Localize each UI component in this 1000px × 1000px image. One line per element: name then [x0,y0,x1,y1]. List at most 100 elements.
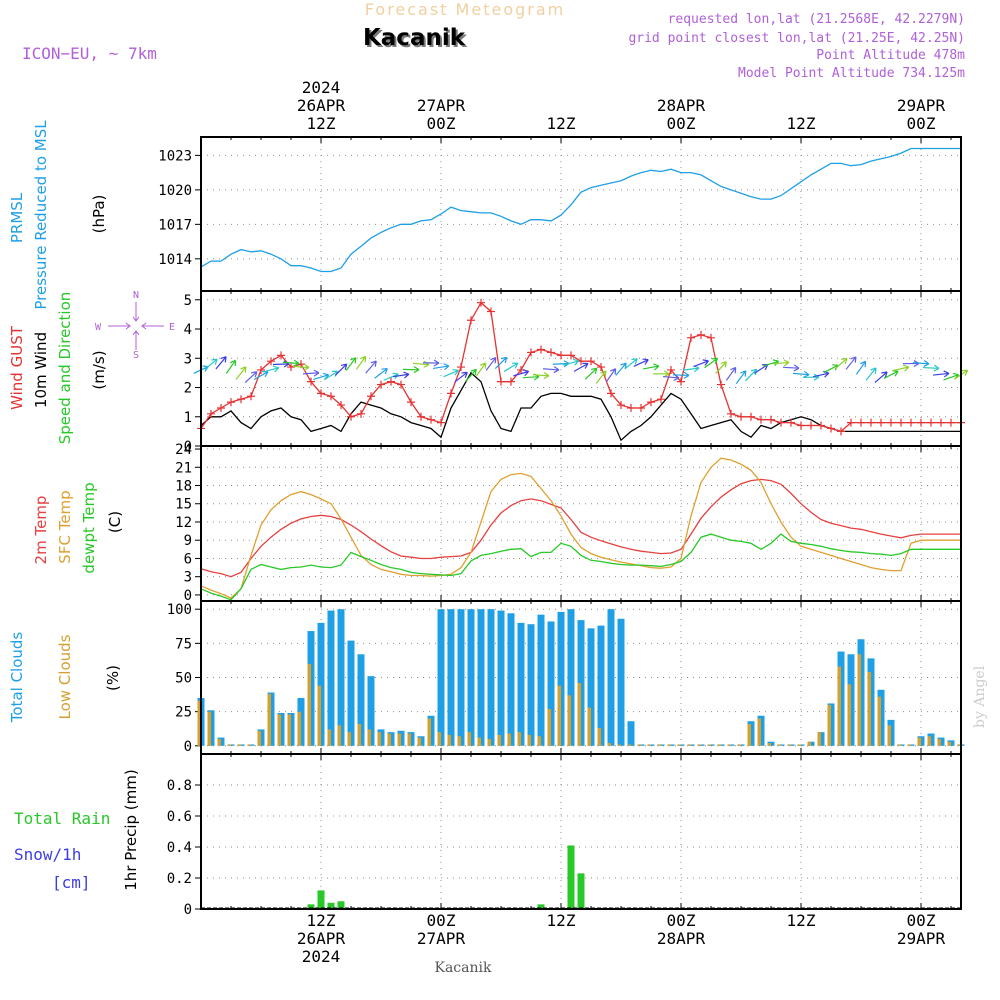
gust-marker [687,333,695,342]
low-cloud-bar [267,693,271,746]
wind-10m-label: 10m Wind [32,332,50,408]
wind-direction-arrow [672,371,690,379]
total-cloud-bar [317,622,325,746]
wind-direction-arrow [865,367,877,381]
low-cloud-bar [777,744,781,746]
gust-marker [707,333,715,342]
low-cloud-bar [217,738,221,746]
y-tick-label: 18 [175,479,192,495]
gust-marker [227,398,235,407]
low-cloud-bar [687,744,691,746]
t2m-line [200,478,961,578]
rain-bar [327,902,335,909]
y-tick-label: 15 [175,497,192,513]
y-tick-label: 1023 [158,148,192,164]
total-cloud-bar [337,609,345,746]
rain-bar [307,904,315,909]
wind-direction-arrow [475,362,487,377]
wind-direction-arrow [782,364,800,372]
wind-direction-arrow [912,359,930,367]
bottom-time-label: 28APR [657,929,706,948]
wind-direction-arrow [652,370,670,378]
top-time-label: 00Z [907,114,936,133]
low-cloud-bar [957,744,961,746]
point-altitude: Point Altitude 478m [816,48,965,63]
gust-marker [547,348,555,357]
gust-marker [237,395,245,404]
total-cloud-bar [537,614,545,746]
low-cloud-bar [717,744,721,746]
wind-direction-arrow [792,370,810,378]
gust-marker [527,348,535,357]
low-cloud-bar [437,732,441,746]
wind-direction-arrow [263,365,280,373]
y-tick-label: 9 [184,533,192,549]
gust-marker [607,389,615,398]
gust-marker [747,412,755,421]
low-cloud-bar [397,733,401,746]
y-tick-label: 12 [175,515,192,531]
gust-marker [477,298,485,307]
low-cloud-bar [557,685,561,746]
wind-direction-arrow [244,371,258,383]
wind-10m-line [200,371,961,442]
wind-direction-arrow [725,366,737,381]
gust-marker [827,424,835,433]
low-cloud-bar [877,696,881,746]
gust-marker [797,421,805,430]
low-cloud-bar [367,729,371,746]
low-cloud-bar [337,725,341,746]
low-cloud-bar [537,736,541,746]
panel-frame-temperature [200,445,962,602]
low-cloud-bar [317,685,321,746]
wind-direction-arrow [433,363,450,371]
low-cloud-bar [257,730,261,746]
wind-direction-arrow [922,364,940,372]
bottom-time-label: 26APR [297,929,346,948]
low-cloud-bar [767,743,771,746]
y-tick-label: 0 [184,739,192,755]
low-cloud-bar [297,711,301,746]
top-time-label: 12Z [307,114,336,133]
wind-direction-arrow [595,370,607,384]
gust-marker [617,401,625,410]
gust-marker [867,418,875,427]
y-tick-label: 6 [184,551,192,567]
wind-direction-arrow [235,366,247,380]
compass-icon [108,302,164,350]
low-cloud-bar [707,744,711,746]
top-time-label: 26APR [297,96,346,115]
low-cloud-bar [527,734,531,746]
low-cloud-bar [867,672,871,746]
gust-marker [767,415,775,424]
pressure-unit-label: (hPa) [90,195,108,234]
y-tick-label: 1 [184,410,192,426]
low-cloud-bar [797,744,801,746]
wind-direction-arrow [532,372,550,380]
wind-direction-arrow [693,359,709,368]
gust-marker [937,418,945,427]
y-tick-label: 0.2 [167,871,192,887]
low-cloud-bar [457,736,461,746]
gust-marker [857,418,865,427]
wind-direction-arrow [573,362,589,372]
y-tick-label: 1014 [158,252,192,268]
pressure-label: Pressure Reduced to MSL [32,120,50,310]
gust-marker [407,398,415,407]
wind-direction-arrow [704,357,719,369]
low-cloud-bar [197,700,201,746]
gust-marker [327,392,335,401]
wind-direction-arrow [823,364,839,374]
gust-marker [317,389,325,398]
low-cloud-bar [467,732,471,746]
low-cloud-bar [667,744,671,746]
top-time-label: 27APR [417,96,466,115]
total-clouds-label: Total Clouds [8,632,26,724]
gust-marker [397,380,405,389]
bottom-time-label: 12Z [547,911,576,930]
wind-direction-arrow [715,361,727,374]
y-tick-label: 21 [175,460,192,476]
gust-marker [897,418,905,427]
bottom-time-label: 00Z [907,911,936,930]
low-cloud-bar [757,718,761,746]
